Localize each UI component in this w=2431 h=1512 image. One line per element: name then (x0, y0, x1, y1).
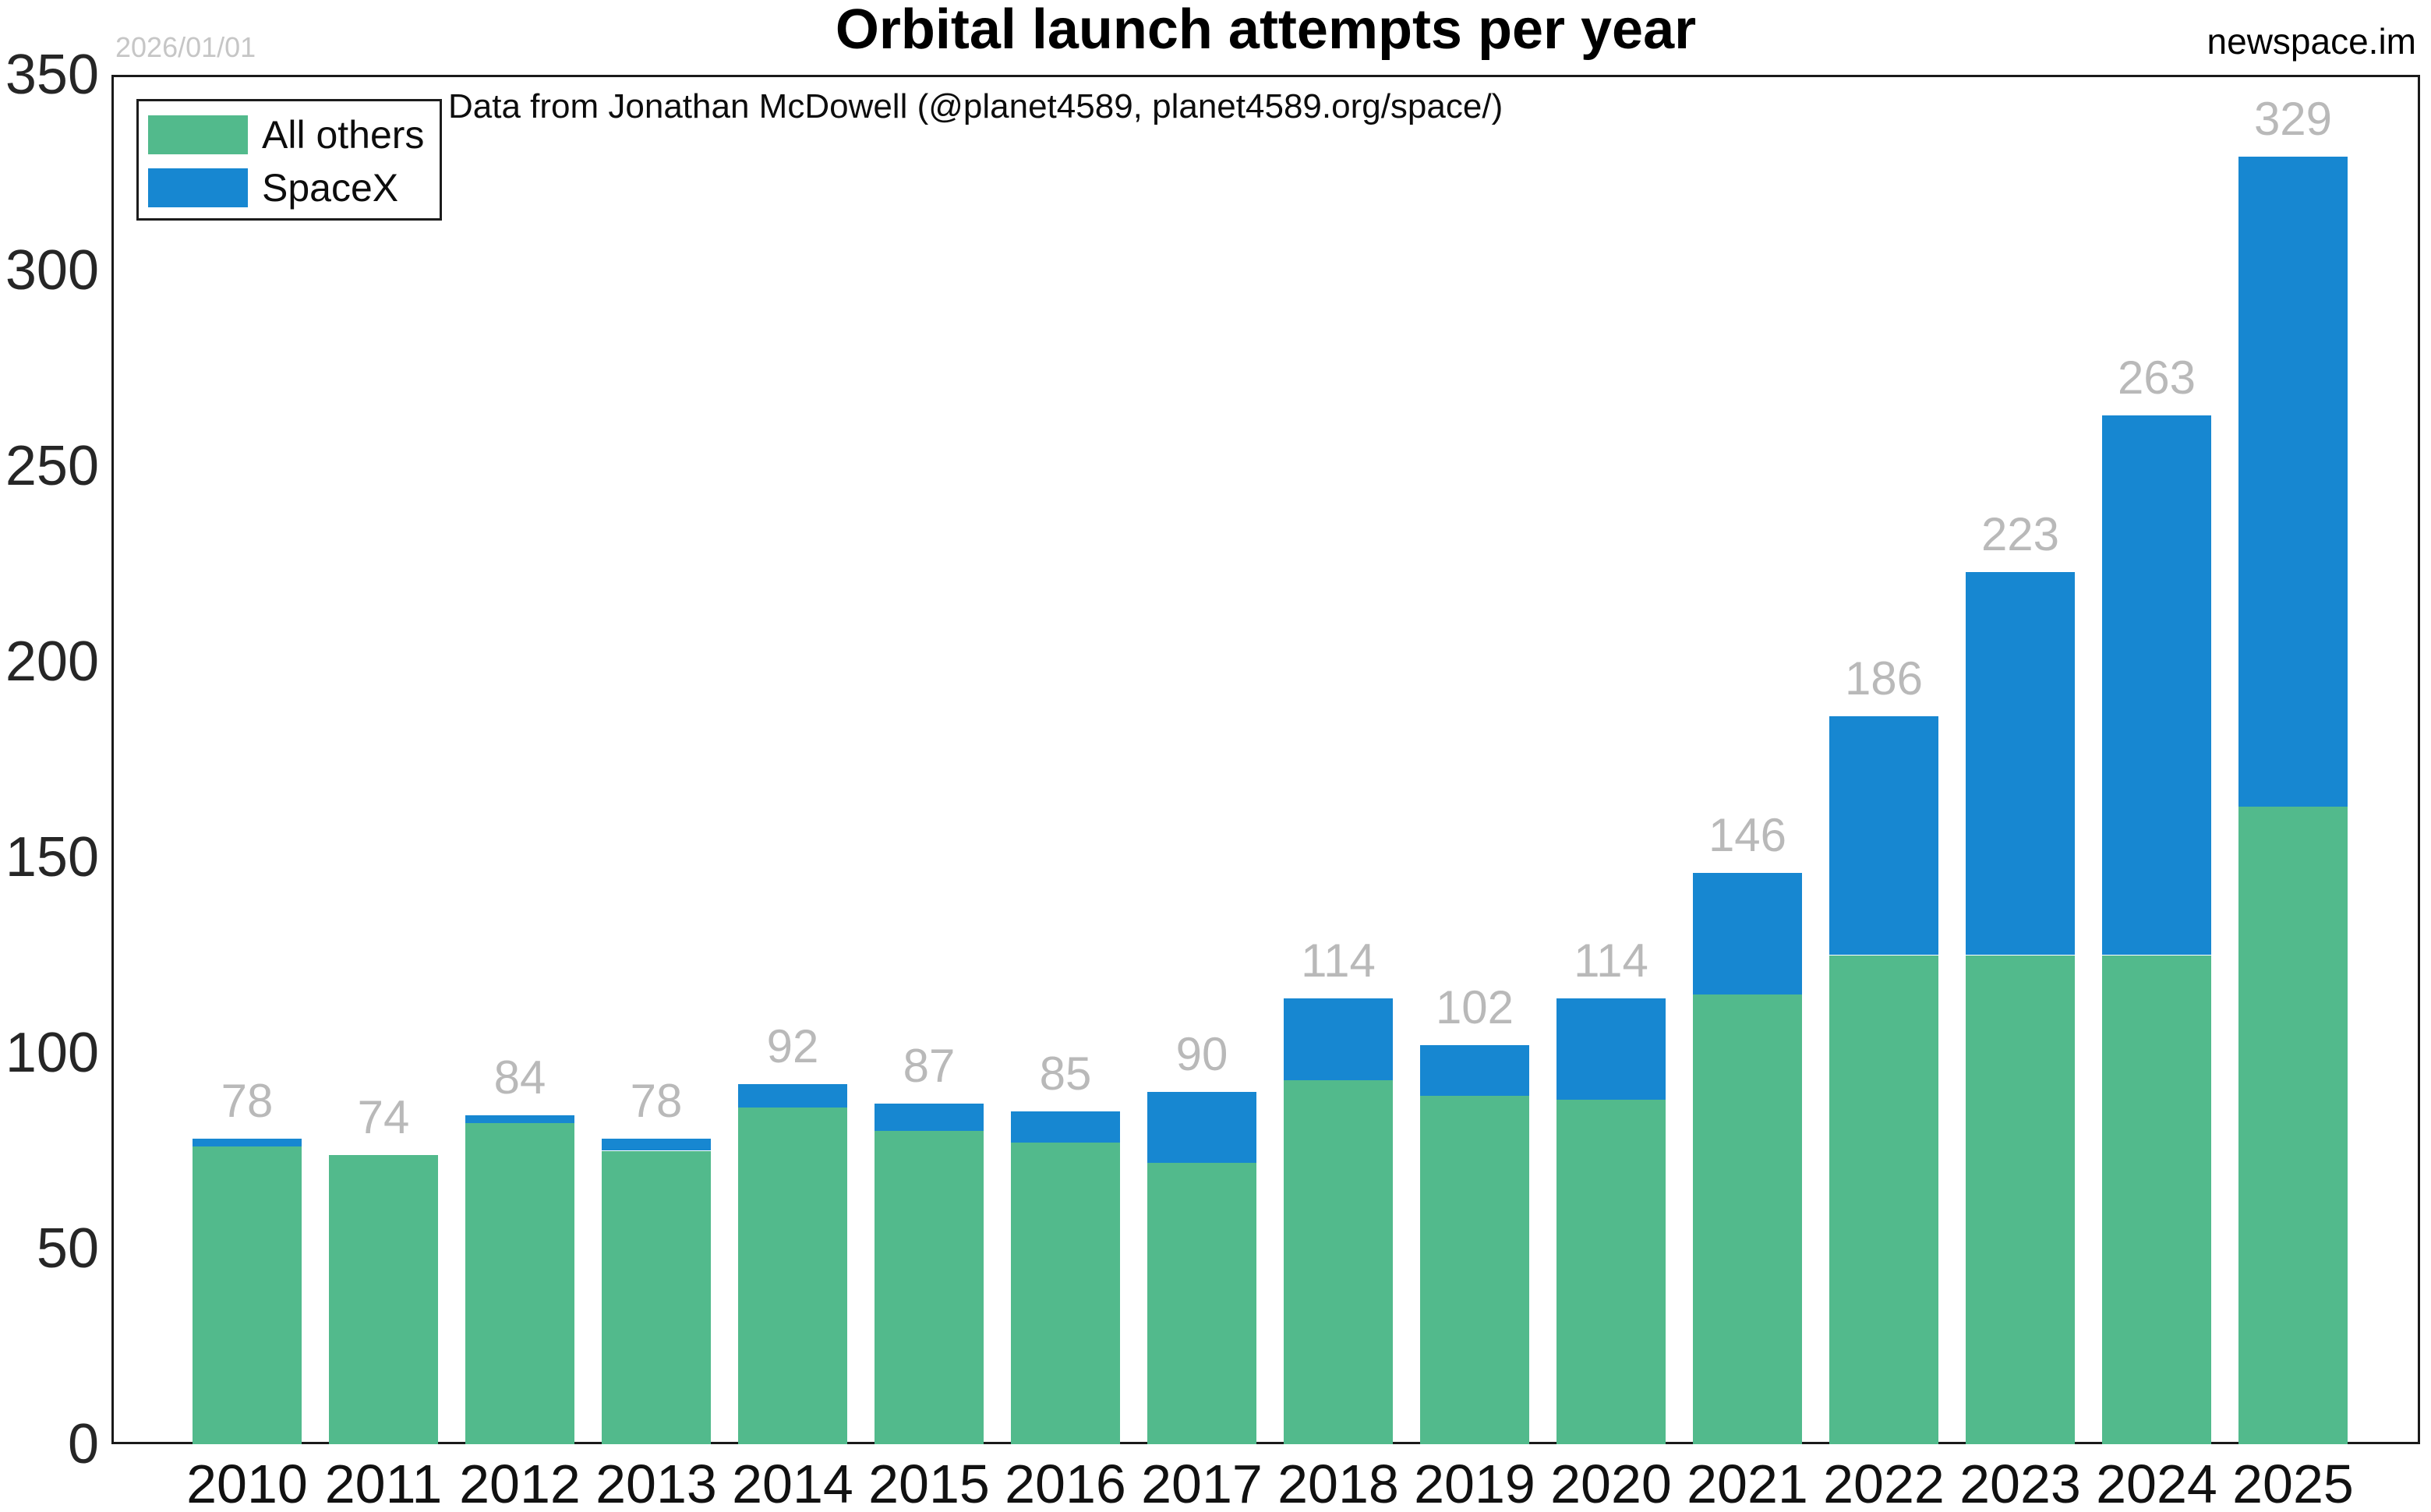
bar-2020-all-others (1556, 1100, 1666, 1444)
legend-label-all-others: All others (262, 113, 425, 157)
bar-total-label-2010: 78 (221, 1075, 274, 1128)
x-label-2017: 2017 (1141, 1454, 1263, 1512)
bar-2017-spacex (1147, 1092, 1256, 1163)
legend-swatch-spacex (148, 168, 248, 207)
x-label-2019: 2019 (1414, 1454, 1535, 1512)
bar-2023-all-others (1966, 955, 2075, 1444)
bar-total-label-2017: 90 (1175, 1028, 1228, 1081)
y-tick-100: 100 (5, 1022, 99, 1084)
bar-2014-all-others (738, 1108, 847, 1444)
watermark-newspace: newspace.im (2207, 21, 2416, 62)
bar-total-label-2012: 84 (493, 1051, 546, 1104)
y-tick-300: 300 (5, 239, 99, 302)
bar-total-label-2020: 114 (1574, 934, 1648, 987)
bar-2012-spacex (465, 1115, 574, 1124)
bar-2013-all-others (602, 1150, 711, 1444)
y-tick-50: 50 (36, 1217, 99, 1280)
date-annotation: 2026/01/01 (115, 31, 256, 63)
x-label-2024: 2024 (2096, 1454, 2217, 1512)
bar-2016-spacex (1011, 1111, 1120, 1143)
x-label-2016: 2016 (1005, 1454, 1126, 1512)
bar-total-label-2024: 263 (2117, 351, 2196, 404)
bar-2014-spacex (738, 1084, 847, 1108)
x-label-2011: 2011 (324, 1454, 443, 1512)
y-tick-150: 150 (5, 826, 99, 888)
x-label-2025: 2025 (2232, 1454, 2354, 1512)
bar-total-label-2014: 92 (766, 1020, 819, 1073)
bar-2024-all-others (2102, 955, 2211, 1444)
y-tick-0: 0 (67, 1413, 99, 1475)
bar-2025-spacex (2238, 157, 2348, 807)
bar-2012-all-others (465, 1123, 574, 1444)
x-label-2020: 2020 (1550, 1454, 1672, 1512)
bar-2016-all-others (1011, 1143, 1120, 1444)
bar-2022-all-others (1829, 955, 1938, 1444)
legend-swatch-all-others (148, 115, 248, 154)
bar-total-label-2023: 223 (1980, 507, 2060, 560)
x-label-2022: 2022 (1823, 1454, 1945, 1512)
x-label-2014: 2014 (732, 1454, 853, 1512)
bar-total-label-2013: 78 (630, 1075, 683, 1128)
x-label-2023: 2023 (1959, 1454, 2081, 1512)
bar-2023-spacex (1966, 571, 2075, 956)
bar-2018-all-others (1284, 1080, 1393, 1444)
x-label-2018: 2018 (1277, 1454, 1399, 1512)
bar-2011-all-others (329, 1154, 438, 1444)
bar-total-label-2011: 74 (357, 1090, 410, 1143)
y-tick-250: 250 (5, 435, 99, 497)
bar-total-label-2022: 186 (1844, 652, 1924, 705)
bar-total-label-2016: 85 (1039, 1047, 1092, 1100)
bar-2020-spacex (1556, 998, 1666, 1100)
bar-2013-spacex (602, 1139, 711, 1151)
legend-label-spacex: SpaceX (262, 166, 399, 210)
data-source-note: Data from Jonathan McDowell (@planet4589… (448, 87, 1503, 125)
bar-2010-all-others (193, 1146, 302, 1444)
bar-total-label-2025: 329 (2253, 93, 2333, 146)
bar-2021-all-others (1693, 994, 1802, 1444)
bar-2010-spacex (193, 1139, 302, 1147)
y-tick-350: 350 (5, 44, 99, 106)
bar-2025-all-others (2238, 806, 2348, 1444)
x-label-2012: 2012 (459, 1454, 581, 1512)
y-tick-200: 200 (5, 631, 99, 693)
bar-2024-spacex (2102, 415, 2211, 956)
bar-2019-all-others (1420, 1096, 1529, 1444)
bar-2015-all-others (875, 1131, 984, 1444)
bar-2022-spacex (1829, 716, 1938, 956)
chart-title: Orbital launch attempts per year (835, 0, 1697, 61)
bar-2018-spacex (1284, 998, 1393, 1081)
bar-2021-spacex (1693, 873, 1802, 994)
bar-2015-spacex (875, 1104, 984, 1132)
x-label-2015: 2015 (868, 1454, 990, 1512)
x-label-2021: 2021 (1687, 1454, 1808, 1512)
bar-2019-spacex (1420, 1044, 1529, 1097)
x-label-2010: 2010 (186, 1454, 308, 1512)
bar-total-label-2021: 146 (1708, 809, 1787, 862)
bar-total-label-2015: 87 (903, 1040, 956, 1093)
bar-total-label-2019: 102 (1435, 980, 1514, 1033)
bar-2017-all-others (1147, 1162, 1256, 1444)
bar-total-label-2018: 114 (1301, 934, 1376, 987)
legend: All others SpaceX (136, 99, 442, 221)
x-label-2013: 2013 (595, 1454, 717, 1512)
